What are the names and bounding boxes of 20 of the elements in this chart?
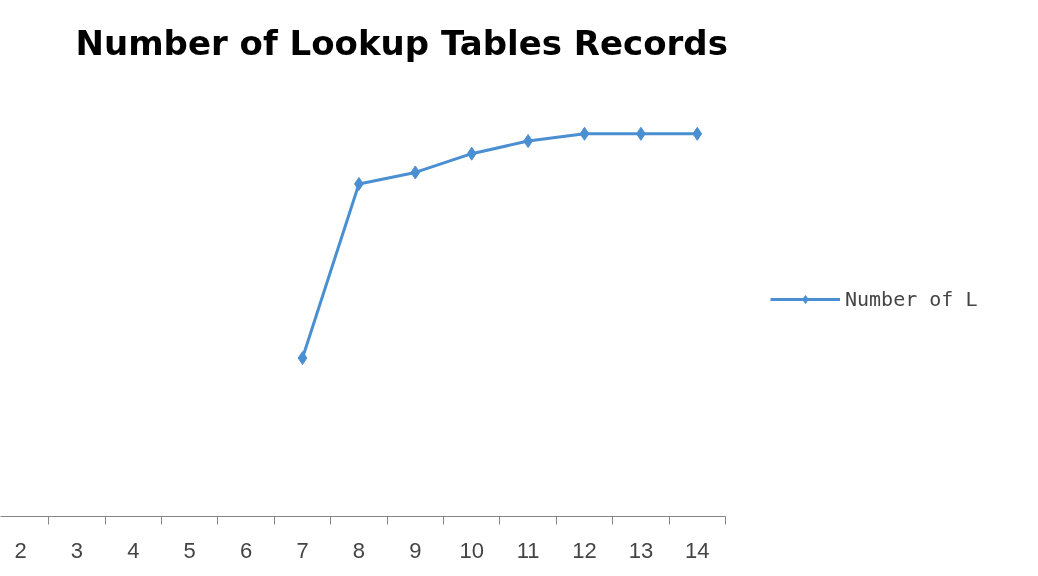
x-tick-label: 11: [516, 537, 540, 563]
x-tick-label: 2: [14, 537, 27, 563]
point: [410, 165, 421, 180]
point: [579, 126, 590, 141]
x-tick-label: 5: [183, 537, 196, 563]
chart-title: Number of Lookup Tables Records: [75, 22, 728, 63]
point: [297, 351, 308, 366]
x-tick-label: 3: [70, 537, 84, 563]
x-tick-label: 6: [240, 537, 253, 563]
legend-label: Number of L: [845, 287, 978, 311]
point: [466, 146, 477, 161]
x-tick-label: 12: [572, 537, 597, 563]
x-tick-label: 10: [459, 537, 484, 563]
x-tick-label: 7: [296, 537, 309, 563]
point: [692, 126, 703, 141]
x-tick-label: 9: [409, 537, 422, 563]
x-tick-label: 8: [352, 537, 366, 563]
x-tick-label: 4: [127, 537, 140, 563]
x-tick-label: 13: [628, 537, 654, 563]
x-tick-label: 14: [685, 537, 710, 563]
